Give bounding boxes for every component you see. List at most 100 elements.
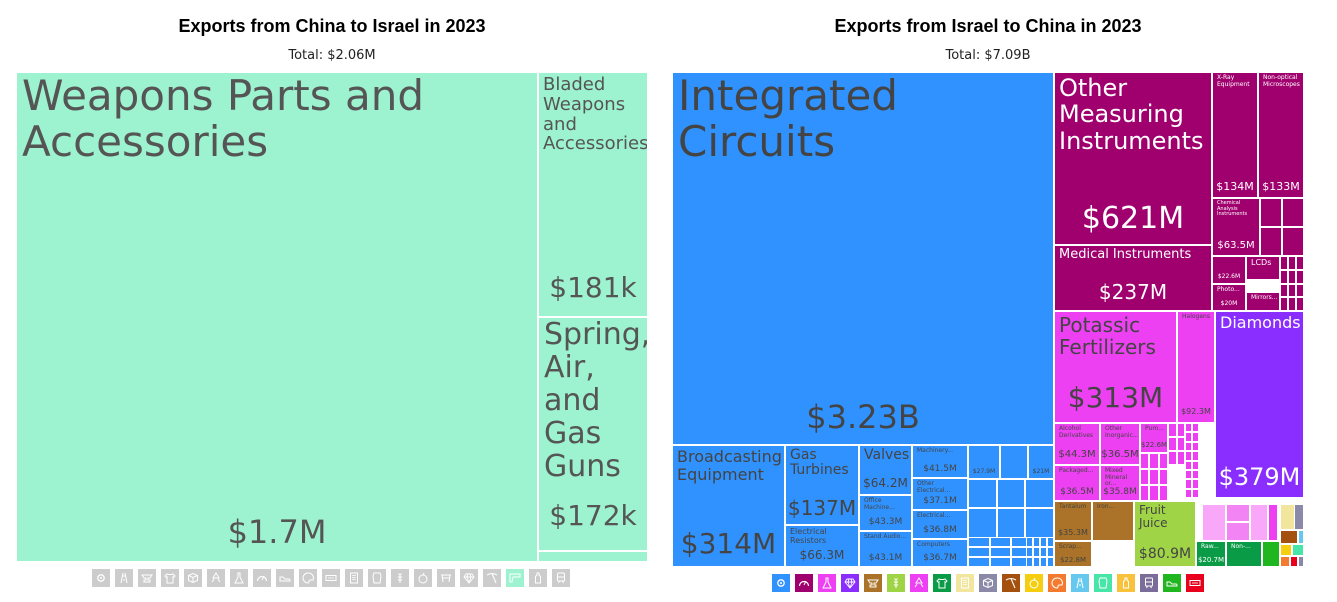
treemap-tile-minor[interactable] [1280,283,1288,298]
treemap-tile[interactable]: Weapons Parts and Accessories $1.7M [16,72,538,562]
treemap-tile[interactable]: $27.9M [968,445,1000,479]
treemap-tile-minor[interactable] [1033,557,1040,567]
treemap-tile-minor[interactable] [1158,469,1168,485]
treemap-tile-minor[interactable] [1226,504,1250,522]
bottle-icon[interactable] [529,569,547,587]
shoe-icon[interactable] [1163,574,1181,592]
recycle-icon[interactable] [910,574,928,592]
bottle-icon[interactable] [1117,574,1135,592]
treemap-tile-minor[interactable] [996,479,1026,509]
treemap-tile-minor[interactable] [1290,556,1298,567]
treemap-tile-minor[interactable] [968,547,990,557]
treemap-tile-minor[interactable] [1292,544,1304,556]
ticket-icon[interactable] [322,569,340,587]
treemap-tile[interactable]: Electrical Resistors $66.3M [785,525,859,567]
stool-icon[interactable] [437,569,455,587]
treemap-tile-minor[interactable] [1158,485,1168,501]
shoe-icon[interactable] [276,569,294,587]
treemap-tile-minor[interactable] [1047,547,1054,557]
treemap-tile[interactable]: Other Inorganic... $36.5M [1100,423,1140,465]
shirt-icon[interactable] [933,574,951,592]
treemap-tile[interactable]: Non-... [1226,541,1262,567]
treemap-tile[interactable]: Electrical... $36.8M [912,510,968,539]
treemap-tile-minor[interactable] [1280,530,1298,544]
treemap-tile[interactable]: Photo... $20M [1212,284,1246,311]
treemap-tile-minor[interactable] [1176,437,1185,451]
treemap-tile[interactable]: X-Ray Equipment $134M [1212,72,1258,198]
treemap-tile[interactable]: Integrated Circuits $3.23B [672,72,1054,445]
treemap-tile[interactable]: Packaged... $36.5M [1054,465,1100,501]
treemap-tile-minor[interactable] [1026,537,1033,547]
box-icon[interactable] [979,574,997,592]
treemap-tile-minor[interactable] [1185,470,1192,480]
treemap-tile[interactable]: Chemical Analysis Instruments $63.5M [1212,198,1260,256]
treemap-tile-minor[interactable] [989,557,1011,567]
treemap-tile-minor[interactable] [1033,547,1040,557]
gauge-icon[interactable] [795,574,813,592]
road-icon[interactable] [1071,574,1089,592]
gauge-icon[interactable] [253,569,271,587]
treemap-tile-minor[interactable] [1025,508,1054,538]
treemap-tile-minor[interactable] [1140,485,1150,501]
treemap-tile-minor[interactable] [1040,557,1047,567]
treemap-tile-minor[interactable] [968,479,997,509]
treemap-tile-minor[interactable] [1192,451,1199,461]
treemap-tile[interactable] [538,551,648,562]
treemap-tile[interactable]: Mixed Mineral or... $35.8M [1100,465,1140,501]
recycle-icon[interactable] [207,569,225,587]
palette-icon[interactable] [1048,574,1066,592]
treemap-tile[interactable]: Fruit Juice $80.9M [1134,501,1196,567]
treemap-tile[interactable]: Spring, Air, and Gas Guns $172k [538,317,648,551]
palette-icon[interactable] [299,569,317,587]
treemap-tile-minor[interactable] [1185,479,1192,489]
treemap-tile-minor[interactable] [1202,504,1226,541]
treemap-tile-minor[interactable] [1296,283,1304,298]
apple-icon[interactable] [1025,574,1043,592]
treemap-tile-minor[interactable] [1140,469,1150,485]
train-icon[interactable] [1140,574,1158,592]
treemap-tile-minor[interactable] [1280,544,1292,556]
treemap-tile[interactable]: Iron... [1092,501,1134,541]
flask-icon[interactable] [230,569,248,587]
treemap-tile[interactable]: Alcohol Derivatives $44.3M [1054,423,1100,465]
treemap-tile-minor[interactable] [1047,537,1054,547]
treemap-tile[interactable]: Potassic Fertilizers $313M [1054,311,1177,423]
wheat-icon[interactable] [391,569,409,587]
treemap-tile[interactable]: Gas Turbines $137M [785,445,859,525]
treemap-tile-minor[interactable] [1260,227,1282,256]
treemap-tile[interactable]: Valves $64.2M [859,445,912,495]
treemap-tile-minor[interactable] [1192,479,1199,489]
treemap-tile-minor[interactable] [1192,470,1199,480]
treemap-tile-minor[interactable] [1149,469,1159,485]
shirt-icon[interactable] [161,569,179,587]
scroll-icon[interactable] [345,569,363,587]
gear-icon[interactable] [92,569,110,587]
treemap-tile[interactable]: Mirrors... [1246,292,1280,311]
treemap-tile-minor[interactable] [1000,445,1028,479]
treemap-tile[interactable]: Other Measuring Instruments $621M [1054,72,1212,245]
treemap-tile-minor[interactable] [1168,451,1177,465]
treemap-tile-minor[interactable] [1280,556,1290,567]
treemap-tile-minor[interactable] [1040,537,1047,547]
treemap-tile-minor[interactable] [1280,297,1288,311]
treemap-tile-minor[interactable] [1250,504,1268,541]
scroll-icon[interactable] [956,574,974,592]
treemap-tile[interactable]: Office Machine... $43.3M [859,495,912,531]
treemap-tile[interactable]: Medical Instruments $237M [1054,245,1212,311]
treemap-tile-minor[interactable] [1298,556,1304,567]
treemap-tile-minor[interactable] [1192,432,1199,442]
treemap-tile-minor[interactable] [968,557,990,567]
treemap-tile-minor[interactable] [1280,256,1288,270]
treemap-tile-minor[interactable] [1282,227,1304,256]
treemap-tile[interactable]: Halogens $92.3M [1177,311,1215,423]
treemap-tile-minor[interactable] [1288,297,1296,311]
hide-icon[interactable] [368,569,386,587]
treemap-tile-minor[interactable] [1282,198,1304,227]
treemap-tile-minor[interactable] [1296,297,1304,311]
treemap-tile-minor[interactable] [1192,460,1199,470]
gem-icon[interactable] [460,569,478,587]
treemap-tile[interactable]: Pum... $22.6M [1140,423,1168,453]
treemap-tile[interactable]: Stand Audio... $43.1M [859,531,912,567]
treemap-tile[interactable]: Bladed Weapons and Accessories $181k [538,72,648,317]
treemap-tile[interactable]: Other Electrical... $37.1M [912,478,968,510]
